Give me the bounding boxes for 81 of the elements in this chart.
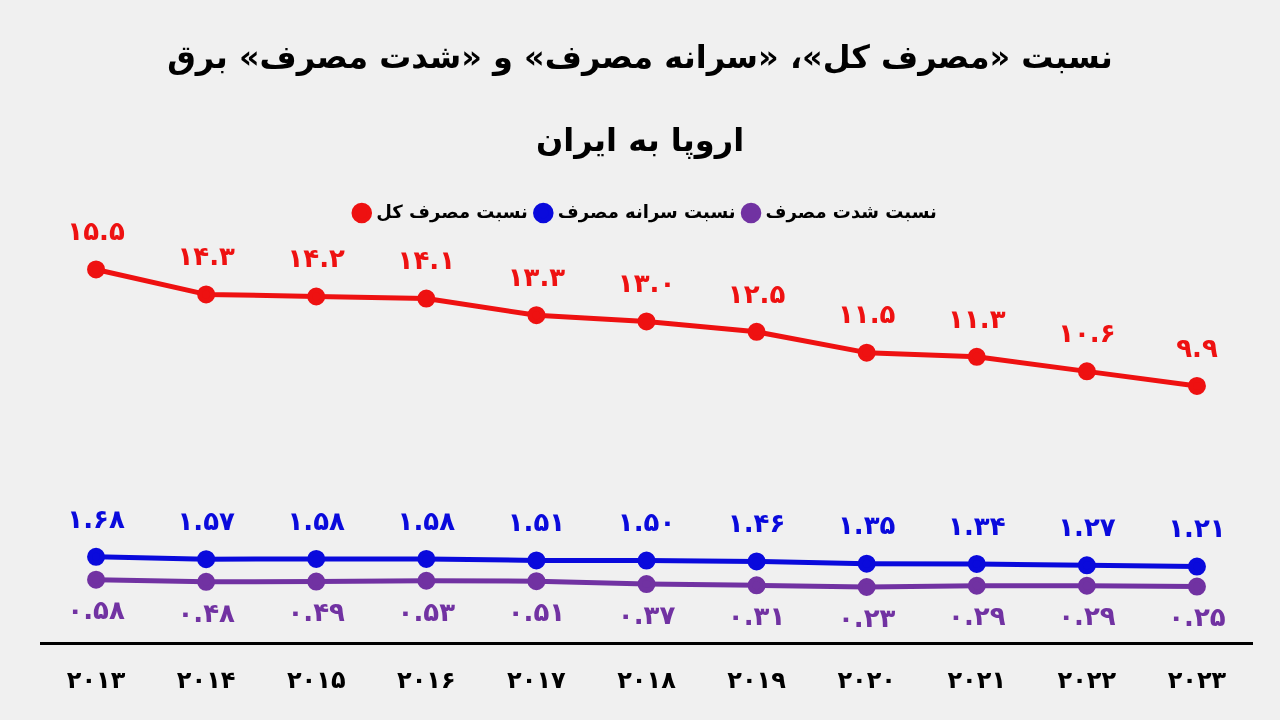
- point: [87, 260, 106, 279]
- chart-title: نسبت «مصرف کل»، «سرانه مصرف» و «شدت مصرف» برق اروپا به ایران: [167, 38, 1113, 159]
- point: [1187, 557, 1206, 576]
- point: [637, 551, 656, 570]
- data-label: ۰.۵۳: [397, 596, 456, 627]
- point: [967, 576, 986, 595]
- data-label: ۱.۳۴: [948, 510, 1006, 541]
- point: [527, 551, 546, 570]
- data-label: ۰.۲۳: [837, 602, 896, 633]
- legend-label: نسبت شدت مصرف: [765, 200, 937, 223]
- data-label: ۱۱.۳: [948, 303, 1006, 334]
- data-label: ۱.۴۶: [727, 508, 786, 539]
- data-label: ۱۳.۳: [507, 261, 566, 292]
- x-tick-label: ۲۰۲۱: [947, 665, 1007, 694]
- point: [1077, 556, 1096, 575]
- point: [87, 547, 106, 566]
- data-label: ۱.۵۰: [617, 507, 676, 538]
- point: [1187, 376, 1206, 395]
- point: [857, 343, 876, 362]
- point: [1077, 362, 1096, 381]
- data-label: ۱۵.۵: [67, 216, 125, 247]
- data-label: ۱.۵۷: [177, 505, 236, 536]
- data-label: ۰.۲۹: [1058, 601, 1116, 632]
- point: [417, 289, 436, 308]
- x-tick-label: ۲۰۱۵: [286, 665, 346, 694]
- data-label: ۱۰.۶: [1058, 318, 1116, 349]
- data-label: ۱۴.۳: [177, 241, 236, 272]
- point: [417, 549, 436, 568]
- point: [197, 572, 216, 591]
- point: [857, 554, 876, 573]
- point: [1077, 576, 1096, 595]
- point: [527, 306, 546, 325]
- point: [197, 550, 216, 569]
- legend-label: نسبت سرانه مصرف: [557, 200, 736, 223]
- data-label: ۱.۶۸: [67, 503, 125, 534]
- point: [857, 578, 876, 596]
- x-tick-label: ۲۰۱۴: [176, 665, 236, 694]
- x-tick-label: ۲۰۲۳: [1167, 665, 1227, 694]
- point: [637, 312, 656, 331]
- data-label: ۱.۵۸: [287, 505, 346, 536]
- data-label: ۱۱.۵: [837, 299, 896, 330]
- x-tick-label: ۲۰۱۷: [507, 665, 567, 694]
- data-label: ۱۴.۱: [397, 245, 456, 276]
- data-label: ۱۲.۵: [727, 278, 786, 309]
- data-label: ۰.۲۹: [948, 601, 1006, 632]
- x-tick-label: ۲۰۱۹: [727, 665, 787, 694]
- x-tick-label: ۲۰۱۶: [397, 665, 456, 694]
- point: [197, 285, 216, 304]
- x-tick-label: ۲۰۱۸: [617, 665, 677, 694]
- legend-label: نسبت مصرف کل: [376, 200, 528, 223]
- data-label: ۰.۴۸: [177, 597, 236, 628]
- data-label: ۱.۵۸: [397, 505, 456, 536]
- data-label: ۱.۲۷: [1058, 512, 1116, 543]
- point: [967, 347, 986, 366]
- data-label: ۰.۲۵: [1168, 602, 1226, 633]
- point: [1187, 577, 1206, 596]
- point: [637, 575, 656, 594]
- point: [967, 554, 986, 573]
- data-label: ۱.۵۱: [507, 507, 566, 538]
- data-label: ۰.۵۱: [507, 596, 566, 627]
- data-label: ۹.۹: [1176, 332, 1218, 363]
- data-label: ۰.۳۱: [727, 601, 786, 632]
- point: [307, 572, 326, 591]
- data-label: ۱۳.۰: [617, 268, 676, 299]
- point: [417, 571, 436, 590]
- data-label: ۱۴.۲: [287, 243, 346, 274]
- point: [747, 552, 766, 571]
- data-label: ۰.۴۹: [287, 597, 346, 628]
- data-label: ۰.۵۸: [67, 595, 125, 626]
- point: [527, 572, 546, 591]
- data-label: ۱.۳۵: [837, 510, 896, 541]
- point: [307, 287, 326, 306]
- data-label: ۱.۲۱: [1168, 513, 1226, 544]
- x-tick-label: ۲۰۲۰: [837, 665, 896, 694]
- point: [87, 570, 106, 589]
- point: [747, 576, 766, 595]
- point: [307, 549, 326, 568]
- point: [747, 322, 766, 341]
- data-label: ۰.۳۷: [617, 599, 676, 630]
- x-tick-label: ۲۰۱۳: [66, 665, 126, 694]
- x-tick-label: ۲۰۲۲: [1057, 665, 1117, 694]
